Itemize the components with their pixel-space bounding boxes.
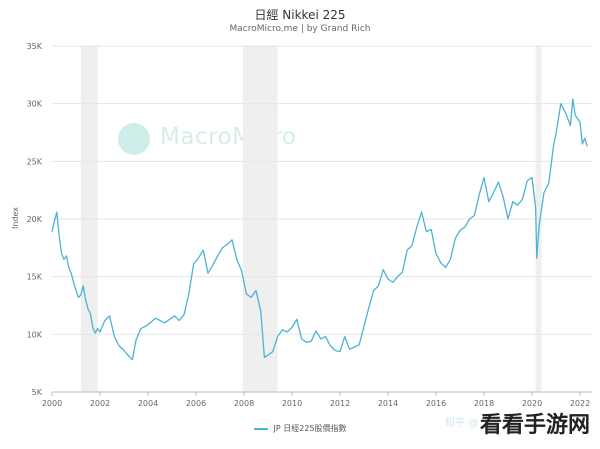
x-tick-label: 2018 [474,399,494,408]
watermark-zhihu: 知乎 @ [445,418,479,429]
y-tick-label: 20K [27,215,43,224]
y-tick-label: 10K [27,330,43,339]
x-tick-label: 2014 [378,399,398,408]
y-tick-label: 15K [27,273,43,282]
x-tick-label: 2012 [330,399,350,408]
macromicro-logo-icon [118,123,150,155]
x-tick-label: 2008 [234,399,254,408]
y-tick-label: 35K [27,42,43,51]
y-tick-label: 25K [27,157,43,166]
y-tick-label: 30K [27,100,43,109]
chart-subtitle: MacroMicro.me | by Grand Rich [229,24,371,34]
watermark-corner: 看看手游网 [479,413,590,438]
x-tick-label: 2016 [426,399,446,408]
x-tick-label: 2022 [570,399,590,408]
legend-swatch [253,427,268,430]
x-tick-label: 2010 [282,399,302,408]
chart-title: 日經 Nikkei 225 [254,8,346,22]
legend-label: JP 日經225股價指數 [273,424,347,433]
legend[interactable]: JP 日經225股價指數 [0,423,600,434]
y-axis-label: Index [11,207,20,229]
series-line [51,98,588,361]
y-tick-label: 5K [32,388,43,397]
x-tick-label: 2006 [186,399,206,408]
x-tick-label: 2000 [42,399,62,408]
x-tick-label: 2020 [522,399,542,408]
x-tick-label: 2004 [138,399,158,408]
x-tick-label: 2002 [90,399,110,408]
